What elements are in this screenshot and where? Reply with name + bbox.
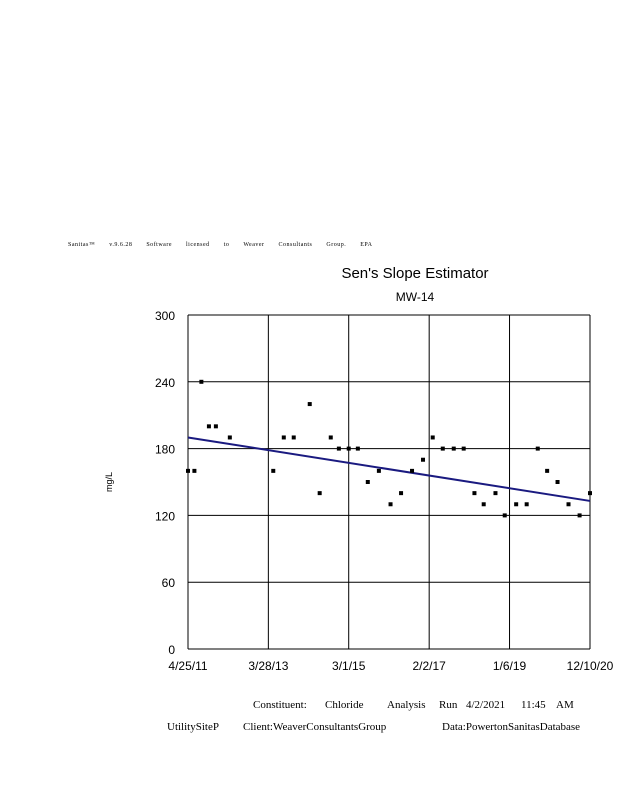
data-point: [355, 446, 360, 451]
license-word: licensed: [186, 242, 210, 248]
y-tick-label: 60: [162, 576, 176, 590]
x-tick-label: 4/25/11: [168, 659, 207, 673]
license-word: Sanitas™: [68, 242, 96, 248]
site-name: UtilitySiteP: [167, 721, 219, 733]
run-time: 11:45: [521, 699, 546, 711]
data-point: [399, 491, 404, 496]
run-label: Run: [439, 699, 458, 711]
data-point: [524, 502, 529, 507]
run-ampm: AM: [556, 699, 574, 711]
run-date: 4/2/2021: [466, 699, 506, 711]
data-point: [271, 468, 276, 473]
x-tick-label: 12/10/20: [567, 659, 614, 673]
license-word: Software: [146, 242, 173, 248]
data-point: [493, 491, 498, 496]
data-point: [410, 468, 415, 473]
analysis-label: Analysis: [387, 699, 426, 711]
license-word: EPA: [360, 242, 373, 248]
data-points: [186, 379, 592, 518]
constituent-value: Chloride: [325, 699, 364, 711]
data-point: [566, 502, 571, 507]
chart-title: Sen's Slope Estimator: [341, 265, 488, 282]
license-word: v.9.6.28: [109, 242, 133, 248]
license-line: Sanitas™ v.9.6.28 Software licensed to Weaver…: [68, 242, 387, 248]
client-name: Client:WeaverConsultantsGroup: [243, 721, 387, 733]
license-word: Group.: [326, 242, 347, 248]
data-point: [440, 446, 445, 451]
data-point: [461, 446, 466, 451]
data-point: [421, 457, 426, 462]
license-word: Consultants: [278, 242, 313, 248]
data-point: [481, 502, 486, 507]
data-point: [281, 435, 286, 440]
tick-labels: 0 60 120 180 240 300 4/25/11 3/28/13 3/1/15 2/2/1…: [155, 309, 614, 673]
data-point: [186, 468, 190, 473]
x-tick-label: 1/6/19: [493, 659, 527, 673]
data-point: [376, 468, 381, 473]
data-point: [451, 446, 456, 451]
data-point: [307, 402, 312, 407]
data-point: [430, 435, 435, 440]
constituent-label: Constituent:: [253, 699, 307, 711]
sens-slope-trend-line: [187, 436, 591, 502]
x-tick-label: 3/1/15: [332, 659, 366, 673]
data-point: [365, 480, 370, 484]
data-source: Data:PowertonSanitasDatabase: [442, 721, 581, 733]
y-tick-label: 0: [168, 643, 175, 657]
data-point: [545, 468, 550, 473]
license-word: Weaver: [243, 242, 265, 248]
x-tick-label: 2/2/17: [412, 659, 446, 673]
data-point: [336, 446, 341, 451]
y-tick-label: 180: [155, 443, 175, 457]
data-point: [192, 468, 197, 473]
footer-line-2: UtilitySiteP Client:WeaverConsultantsGro…: [0, 721, 618, 735]
data-point: [588, 491, 592, 496]
y-tick-label: 120: [155, 509, 175, 523]
data-point: [577, 513, 582, 518]
data-point: [535, 446, 540, 451]
data-point: [213, 424, 218, 429]
data-point: [317, 491, 322, 496]
data-point: [227, 435, 232, 440]
data-point: [199, 379, 204, 384]
data-point: [328, 435, 333, 440]
data-point: [555, 480, 560, 484]
data-point: [502, 513, 507, 518]
grid: [187, 314, 591, 650]
data-point: [472, 491, 477, 496]
data-point: [206, 424, 211, 429]
data-point: [291, 435, 296, 440]
license-word: to: [223, 242, 230, 248]
y-axis-label: mg/L: [104, 472, 114, 492]
trend-line-layer: [187, 436, 591, 502]
y-tick-label: 300: [155, 309, 175, 323]
data-point: [514, 502, 519, 507]
chart-subtitle: MW-14: [396, 290, 435, 304]
data-point: [388, 502, 393, 507]
footer-line-1: Constituent: Chloride Analysis Run 4/2/2…: [0, 699, 618, 713]
y-tick-label: 240: [155, 376, 175, 390]
x-tick-label: 3/28/13: [248, 659, 288, 673]
data-point: [346, 446, 351, 451]
